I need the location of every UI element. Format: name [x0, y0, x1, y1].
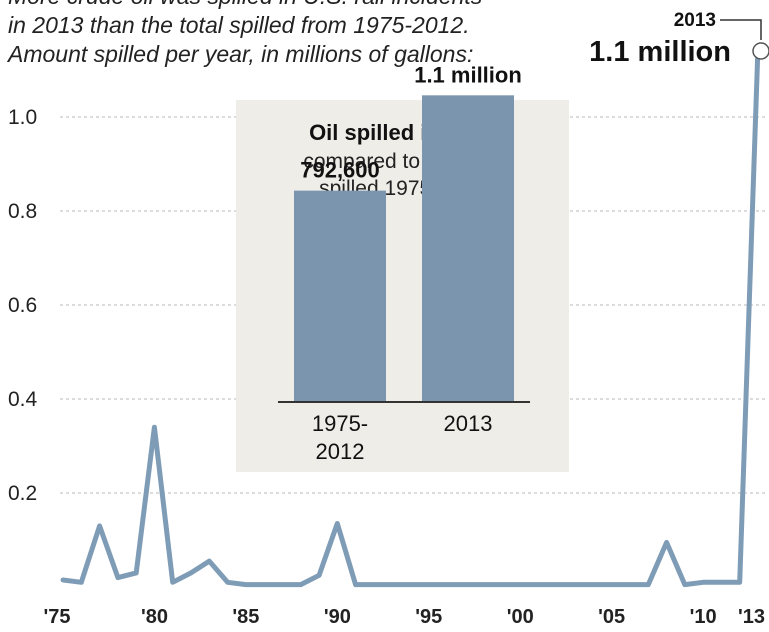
x-tick-label: '90 [324, 606, 351, 628]
inset-bar-value-label: 1.1 million [414, 62, 522, 87]
x-tick-label: '10 [690, 606, 717, 628]
inset-bars: 792,600 1975- 2012 1.1 million 2013 [294, 62, 522, 464]
inset-bar-category-label: 1975- [312, 411, 368, 436]
chart-subtitle-line-2: in 2013 than the total spilled from 1975… [8, 12, 470, 38]
y-tick-label: 1.0 [8, 106, 37, 129]
inset-bar [294, 190, 386, 402]
y-tick-label: 0.6 [8, 294, 37, 317]
x-tick-label: '80 [141, 606, 168, 628]
inset-bar-category-label: 2012 [316, 439, 365, 464]
inset-bar [422, 95, 514, 402]
y-tick-label: 0.8 [8, 200, 37, 223]
inset-bar-value-label: 792,600 [300, 158, 380, 183]
callout-marker [752, 42, 769, 60]
chart-subtitle-line-1: More crude oil was spilled in U.S. rail … [8, 0, 483, 9]
x-tick-label: '00 [507, 606, 534, 628]
callout-year: 2013 [674, 10, 716, 31]
x-tick-label: '75 [43, 606, 70, 628]
inset-bar-chart: Oil spilled in 2013 compared to the tota… [236, 62, 569, 472]
chart-subtitle-line-3: Amount spilled per year, in millions of … [6, 41, 473, 67]
x-tick-label: '95 [415, 606, 442, 628]
callout-value: 1.1 million [589, 36, 731, 68]
callout-leader [720, 19, 762, 40]
series-line [60, 44, 761, 588]
x-tick-label: '85 [232, 606, 259, 628]
x-axis-ticks: '75 '80 '85 '90 '95 '00 '05 '10 '13 [43, 606, 765, 628]
inset-bar-category-label: 2013 [444, 411, 493, 436]
callout-2013: 2013 1.1 million [589, 10, 769, 68]
y-tick-label: 0.2 [8, 482, 37, 505]
x-tick-label: '05 [598, 606, 625, 628]
x-tick-label: '13 [738, 606, 765, 628]
y-tick-label: 0.4 [8, 388, 38, 411]
y-axis-ticks: 0.2 0.4 0.6 0.8 1.0 [8, 106, 38, 505]
